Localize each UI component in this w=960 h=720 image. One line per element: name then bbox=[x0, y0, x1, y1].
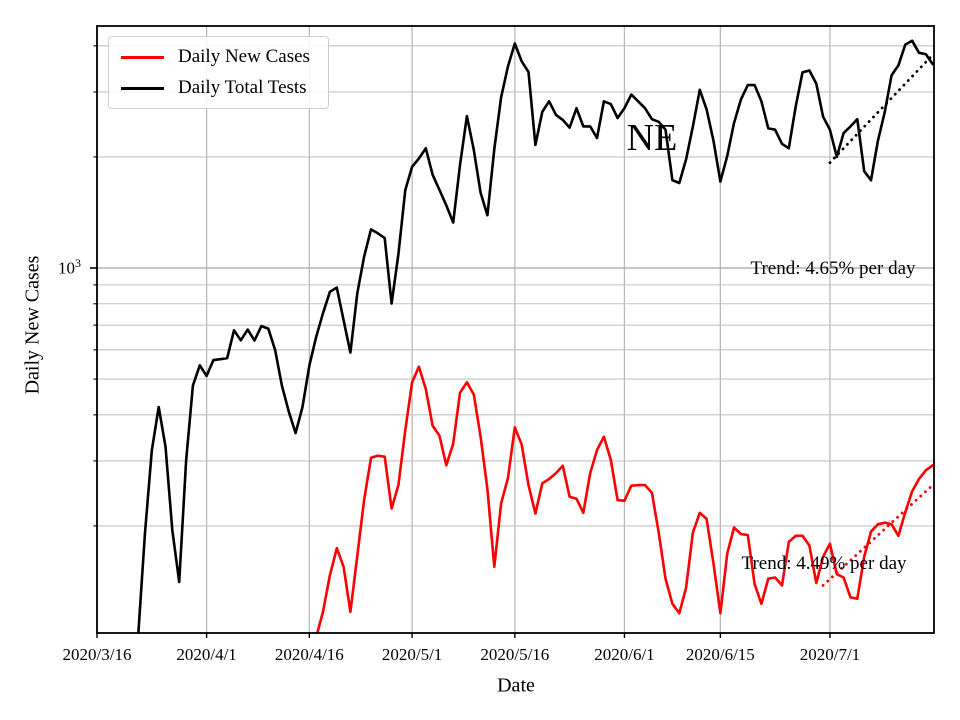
x-tick-label: 2020/3/16 bbox=[63, 645, 132, 664]
legend-label: Daily New Cases bbox=[178, 46, 310, 67]
black-line-swatch-icon bbox=[121, 86, 164, 90]
series-line-daily-total-tests bbox=[137, 39, 934, 633]
x-tick-label: 2020/7/1 bbox=[800, 645, 860, 664]
legend-item-daily-new-cases: Daily New Cases bbox=[121, 46, 310, 68]
x-tick-label: 2020/4/1 bbox=[176, 645, 236, 664]
x-tick-label: 2020/6/15 bbox=[686, 645, 755, 664]
axis-layer: 2020/3/16 2020/4/1 2020/4/16 2020/5/1 2020/5… bbox=[63, 25, 935, 664]
trend-dotted-line-daily-total-tests bbox=[828, 53, 934, 165]
x-tick-label: 2020/4/16 bbox=[275, 645, 344, 664]
x-axis-label: Date bbox=[497, 674, 535, 697]
data-layer bbox=[137, 39, 934, 633]
x-tick-label: 2020/5/1 bbox=[382, 645, 442, 664]
x-tick-label: 2020/5/16 bbox=[480, 645, 549, 664]
legend: Daily New Cases Daily Total Tests bbox=[108, 36, 329, 109]
grid-layer bbox=[96, 26, 934, 633]
trend-label-cases: Trend: 4.49% per day bbox=[741, 553, 907, 574]
y-tick-label-1000: 103 bbox=[58, 255, 81, 278]
trend-dotted-line-daily-new-cases bbox=[821, 483, 934, 587]
series-line-daily-new-cases bbox=[315, 365, 934, 633]
legend-item-daily-total-tests: Daily Total Tests bbox=[121, 77, 310, 99]
y-axis-label: Daily New Cases bbox=[21, 255, 44, 395]
state-annotation: NE bbox=[626, 117, 678, 159]
x-tick-label: 2020/6/1 bbox=[594, 645, 654, 664]
axes-frame bbox=[96, 25, 935, 634]
trend-label-tests: Trend: 4.65% per day bbox=[750, 258, 916, 279]
legend-label: Daily Total Tests bbox=[178, 77, 307, 98]
red-line-swatch-icon bbox=[121, 55, 164, 59]
